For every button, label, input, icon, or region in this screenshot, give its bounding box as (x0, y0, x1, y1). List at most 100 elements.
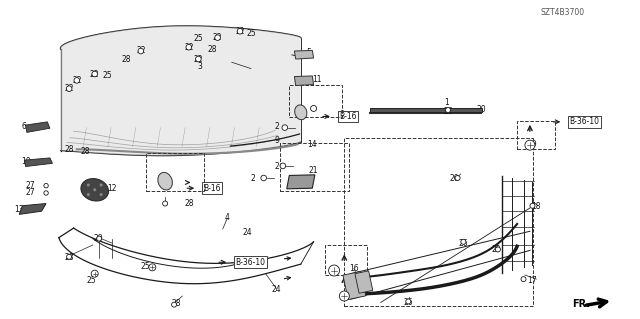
Circle shape (310, 106, 317, 111)
Text: 26: 26 (403, 298, 413, 307)
Text: 15: 15 (342, 286, 353, 295)
Text: B-36-10: B-36-10 (570, 117, 600, 126)
Circle shape (67, 254, 72, 259)
Circle shape (455, 175, 460, 181)
Circle shape (237, 28, 243, 34)
Circle shape (461, 239, 466, 244)
Text: 29: 29 (93, 234, 103, 243)
Text: 11: 11 (312, 75, 321, 84)
Polygon shape (26, 122, 50, 132)
Text: 9: 9 (274, 136, 279, 145)
Text: 24: 24 (271, 285, 282, 294)
Text: 14: 14 (307, 140, 317, 149)
Circle shape (138, 48, 143, 54)
Polygon shape (294, 76, 314, 85)
Text: 22: 22 (184, 43, 193, 52)
Text: 28: 28 (208, 45, 217, 54)
Bar (280, 143, 349, 191)
Text: 22: 22 (136, 46, 145, 55)
Text: 29: 29 (491, 245, 501, 254)
Text: 27: 27 (26, 181, 36, 189)
Polygon shape (24, 158, 52, 167)
Circle shape (445, 108, 451, 113)
Circle shape (521, 277, 526, 282)
Text: B-36-10: B-36-10 (236, 258, 266, 267)
Circle shape (67, 86, 72, 92)
Text: 16: 16 (349, 264, 359, 273)
Text: 27: 27 (26, 189, 36, 197)
Text: 28: 28 (65, 145, 74, 154)
Text: 2: 2 (274, 162, 279, 171)
Text: B-16: B-16 (204, 184, 221, 193)
Text: 18: 18 (532, 202, 541, 211)
Circle shape (261, 175, 266, 181)
Circle shape (44, 191, 48, 195)
Circle shape (172, 302, 177, 307)
Text: 28: 28 (172, 299, 181, 308)
Circle shape (97, 236, 102, 241)
Text: 12: 12 (108, 184, 116, 193)
Circle shape (186, 44, 191, 50)
Circle shape (530, 203, 535, 208)
Text: 1: 1 (444, 98, 449, 107)
Circle shape (92, 270, 98, 277)
Text: 28: 28 (81, 147, 90, 156)
Circle shape (149, 264, 156, 271)
Text: 25: 25 (102, 71, 113, 80)
Text: SZT4B3700: SZT4B3700 (541, 8, 585, 17)
Polygon shape (19, 204, 46, 214)
Text: 13: 13 (14, 205, 24, 214)
Circle shape (44, 183, 48, 188)
Circle shape (87, 193, 90, 196)
Ellipse shape (294, 105, 307, 120)
Circle shape (282, 125, 287, 130)
Text: 25: 25 (246, 29, 256, 38)
Text: 17: 17 (527, 276, 538, 285)
Text: 22: 22 (90, 70, 99, 78)
Text: 26: 26 (443, 107, 453, 115)
Polygon shape (60, 26, 301, 156)
Text: 6: 6 (22, 122, 27, 131)
Text: 21: 21 (309, 166, 318, 175)
Circle shape (163, 201, 168, 206)
Polygon shape (287, 175, 315, 189)
Text: 26: 26 (458, 239, 468, 248)
Text: B-16: B-16 (339, 112, 356, 121)
Text: 2: 2 (250, 174, 255, 182)
Circle shape (87, 183, 90, 187)
Polygon shape (294, 50, 314, 59)
Text: 20: 20 (476, 105, 486, 114)
Circle shape (92, 71, 97, 77)
Bar (370, 108, 482, 112)
Text: 19: 19 (527, 140, 538, 149)
Ellipse shape (81, 179, 109, 201)
Text: 22: 22 (72, 76, 81, 85)
Circle shape (74, 78, 79, 83)
Text: 10: 10 (20, 157, 31, 166)
Text: 4: 4 (225, 213, 230, 222)
Circle shape (100, 193, 102, 196)
Circle shape (339, 291, 349, 301)
Text: 22: 22 (213, 33, 222, 42)
Text: 20: 20 (449, 174, 460, 182)
Text: 28: 28 (184, 199, 193, 208)
Text: 25: 25 (140, 262, 150, 271)
Text: 22: 22 (65, 84, 74, 93)
Ellipse shape (158, 172, 172, 190)
Circle shape (93, 188, 96, 191)
Text: 24: 24 (242, 228, 252, 237)
Text: 5: 5 (306, 48, 311, 57)
Bar (517, 121, 555, 149)
Circle shape (495, 247, 500, 252)
Text: 25: 25 (193, 34, 204, 43)
Text: 3: 3 (197, 63, 202, 71)
Text: 2: 2 (274, 122, 279, 131)
Circle shape (280, 163, 285, 169)
Circle shape (406, 299, 411, 304)
Text: 22: 22 (194, 55, 203, 63)
Circle shape (328, 265, 340, 276)
Circle shape (525, 140, 535, 150)
Text: FR.: FR. (572, 299, 590, 309)
Bar (343, 271, 365, 300)
Bar (289, 85, 342, 117)
